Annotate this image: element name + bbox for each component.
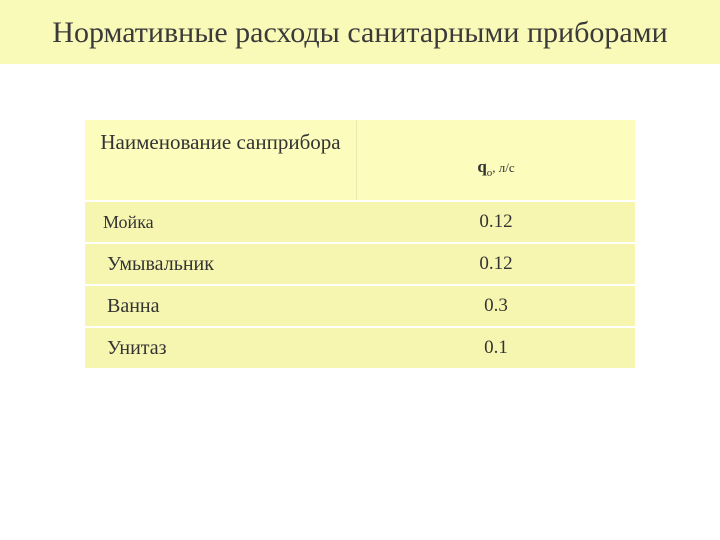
header-name-label: Наименование санприбора [100,130,340,155]
cell-value: 0.12 [357,244,635,284]
table-row: Унитаз 0.1 [85,326,635,368]
table-body: Мойка 0.12 Умывальник 0.12 Ванна 0.3 Уни… [85,200,635,368]
header-cell-name: Наименование санприбора [85,120,357,200]
table-row: Ванна 0.3 [85,284,635,326]
table-row: Мойка 0.12 [85,200,635,242]
cell-name: Мойка [85,202,357,242]
cell-name: Ванна [85,286,357,326]
header-value-label: qо, л/с [477,157,514,179]
cell-value: 0.3 [357,286,635,326]
header-q-symbol: q [477,157,486,176]
header-cell-value: qо, л/с [357,120,635,200]
page-title: Нормативные расходы санитарными приборам… [0,14,720,52]
cell-value: 0.1 [357,328,635,368]
flow-table: Наименование санприбора qо, л/с Мойка 0.… [85,120,635,368]
table-row: Умывальник 0.12 [85,242,635,284]
header-q-unit: , л/с [492,160,514,175]
title-banner: Нормативные расходы санитарными приборам… [0,0,720,64]
table-header: Наименование санприбора qо, л/с [85,120,635,200]
cell-name: Унитаз [85,328,357,368]
cell-value: 0.12 [357,202,635,242]
cell-name: Умывальник [85,244,357,284]
